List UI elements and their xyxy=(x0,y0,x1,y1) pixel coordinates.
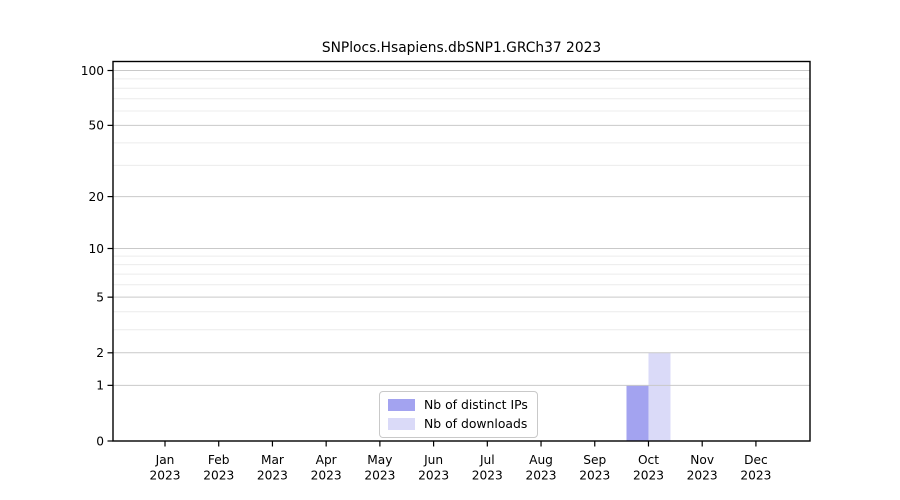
x-tick-label-year: 2023 xyxy=(364,469,395,483)
plot-frame xyxy=(113,62,810,442)
x-tick-label-year: 2023 xyxy=(740,469,771,483)
x-tick-label-month: Apr xyxy=(316,453,338,467)
y-tick-label: 1 xyxy=(96,379,104,393)
chart-title: SNPlocs.Hsapiens.dbSNP1.GRCh37 2023 xyxy=(322,40,601,56)
x-tick-label-year: 2023 xyxy=(257,469,288,483)
bars-layer xyxy=(626,353,670,441)
y-tick-label: 2 xyxy=(96,346,104,360)
legend-swatch-downloads xyxy=(388,418,415,430)
x-tick-label-month: Jun xyxy=(423,453,443,467)
x-tick-label-month: Nov xyxy=(690,453,714,467)
x-tick-label-year: 2023 xyxy=(311,469,342,483)
x-tick-label-year: 2023 xyxy=(579,469,610,483)
legend-item-distinct-ips: Nb of distinct IPs xyxy=(388,397,528,413)
axes-layer xyxy=(108,62,811,447)
chart-figure: 0 1 2 5 10 20 50 100 Jan 2023 Feb 2023 Mar 2023 Apr 202… xyxy=(0,0,900,500)
legend-label-downloads: Nb of downloads xyxy=(424,416,527,432)
x-tick-label-month: Jan xyxy=(155,453,175,467)
y-tick-label: 20 xyxy=(88,190,104,204)
x-tick-label-year: 2023 xyxy=(203,469,234,483)
y-tick-label: 5 xyxy=(96,290,104,304)
legend: Nb of distinct IPs Nb of downloads xyxy=(379,391,538,438)
x-tick-label-month: Aug xyxy=(529,453,553,467)
bar-distinct-ips-Oct xyxy=(626,385,648,441)
x-tick-label-month: Sep xyxy=(583,453,606,467)
x-tick-label-month: Jul xyxy=(479,453,495,467)
x-tick-label-year: 2023 xyxy=(526,469,557,483)
x-tick-label-month: Dec xyxy=(744,453,768,467)
x-tick-label-month: Feb xyxy=(208,453,230,467)
x-tick-label-month: May xyxy=(367,453,392,467)
x-tick-label-year: 2023 xyxy=(418,469,449,483)
x-tick-label-year: 2023 xyxy=(149,469,180,483)
bar-downloads-Oct xyxy=(648,353,670,441)
x-tick-label-year: 2023 xyxy=(472,469,503,483)
y-tick-label: 10 xyxy=(88,242,104,256)
grid-layer xyxy=(113,71,810,386)
x-tick-label-month: Mar xyxy=(261,453,285,467)
x-tick-label-year: 2023 xyxy=(687,469,718,483)
y-tick-label: 50 xyxy=(88,119,104,133)
legend-label-distinct-ips: Nb of distinct IPs xyxy=(424,397,528,413)
legend-item-downloads: Nb of downloads xyxy=(388,416,528,432)
y-tick-label: 0 xyxy=(96,434,104,448)
x-tick-label-month: Oct xyxy=(638,453,659,467)
legend-swatch-distinct-ips xyxy=(388,399,415,411)
y-tick-label: 100 xyxy=(81,64,104,78)
x-tick-label-year: 2023 xyxy=(633,469,664,483)
